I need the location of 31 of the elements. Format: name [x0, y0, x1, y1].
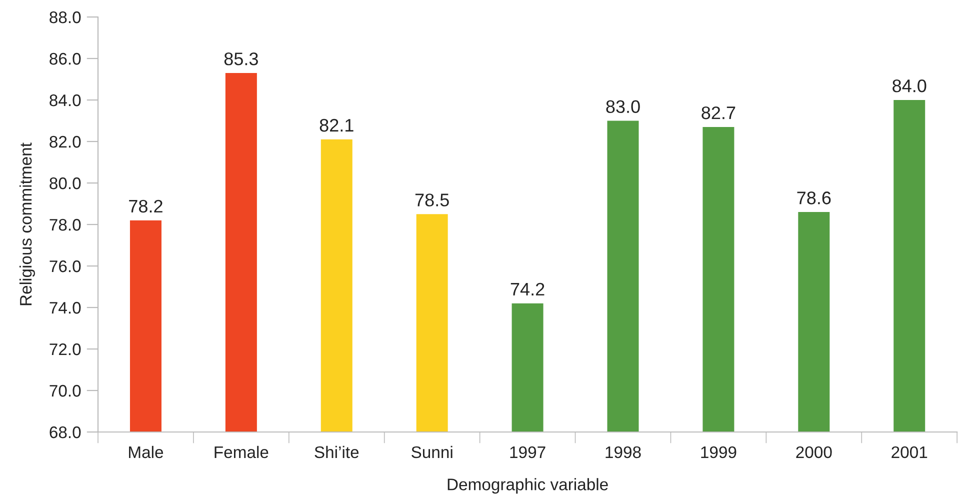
data-label: 82.7 [702, 106, 736, 120]
data-label: 84.0 [892, 79, 926, 92]
x-tick-label: Shi’ite [314, 446, 359, 458]
y-tick-label: 88.0 [50, 11, 81, 24]
y-tick-label: 76.0 [50, 260, 81, 272]
y-tick-label: 70.0 [50, 384, 81, 397]
y-tick-label: 72.0 [50, 343, 81, 356]
y-tick-label: 78.0 [50, 218, 81, 231]
x-tick-label: Male [129, 446, 164, 458]
x-tick-label: Female [214, 446, 268, 458]
x-tick-label: 1997 [510, 446, 546, 458]
y-tick-label: 74.0 [50, 302, 81, 314]
y-tick-label: 68.0 [50, 426, 81, 438]
x-tick-label: 1998 [606, 446, 641, 458]
data-label: 85.3 [224, 52, 258, 66]
x-axis-title: Demographic variable [448, 478, 608, 494]
x-tick-label: 2000 [796, 446, 832, 458]
y-tick-label: 86.0 [50, 52, 81, 65]
y-tick-label: 80.0 [50, 177, 81, 190]
x-tick-label: Sunni [412, 446, 452, 458]
x-tick-label: 2001 [892, 446, 928, 458]
data-label: 78.6 [797, 192, 831, 204]
y-tick-label: 82.0 [50, 136, 81, 148]
data-label: 78.2 [129, 200, 162, 213]
data-label: 74.2 [510, 282, 544, 296]
x-tick-label: 1999 [701, 446, 736, 458]
y-axis-title: Religious commitment [19, 142, 36, 306]
data-label: 83.0 [606, 100, 640, 114]
y-tick-label: 84.0 [50, 94, 81, 106]
data-label: 78.5 [415, 194, 449, 206]
data-label: 82.1 [320, 118, 354, 132]
